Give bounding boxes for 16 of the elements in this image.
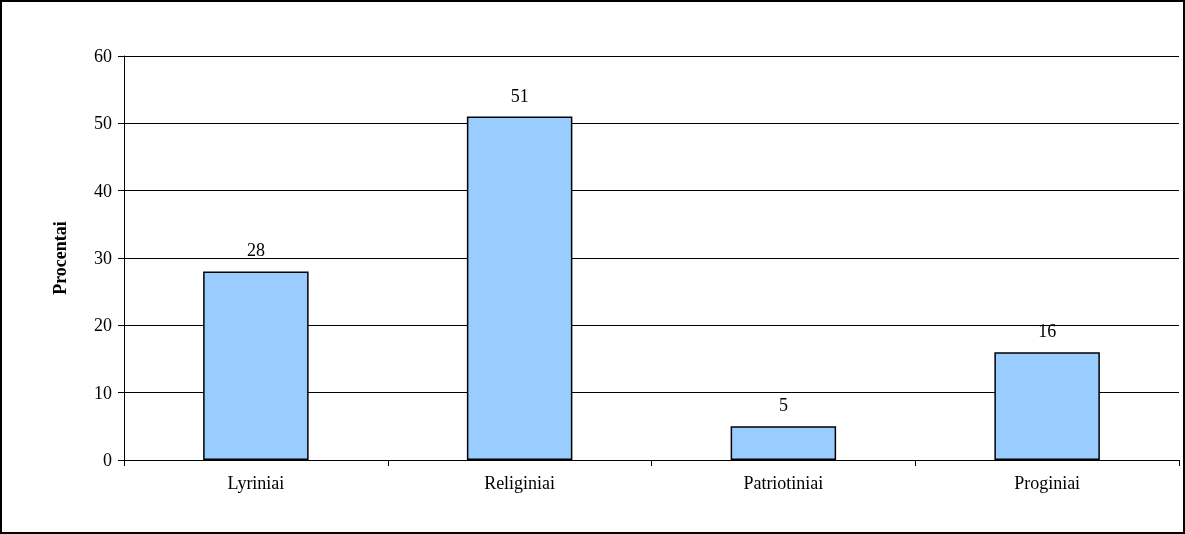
y-tick-label: 30 bbox=[94, 248, 112, 268]
y-tick-label: 50 bbox=[94, 113, 112, 134]
y-tick-label: 60 bbox=[94, 46, 112, 66]
y-tick-label: 10 bbox=[94, 382, 112, 403]
y-tick-label: 0 bbox=[103, 450, 112, 470]
y-tick-label: 20 bbox=[94, 315, 112, 336]
y-tick-label: 40 bbox=[94, 180, 112, 201]
x-tick-label: Religiniai bbox=[484, 473, 556, 493]
data-label: 28 bbox=[246, 240, 265, 261]
data-label: 51 bbox=[510, 85, 529, 106]
y-axis-title: Procentai bbox=[50, 221, 70, 295]
x-tick-label: Patriotiniai bbox=[743, 473, 824, 493]
x-tick-label: Proginiai bbox=[1014, 473, 1081, 493]
data-label: 5 bbox=[778, 395, 788, 416]
x-tick-label: Lyriniai bbox=[227, 473, 285, 493]
bar bbox=[730, 426, 837, 460]
